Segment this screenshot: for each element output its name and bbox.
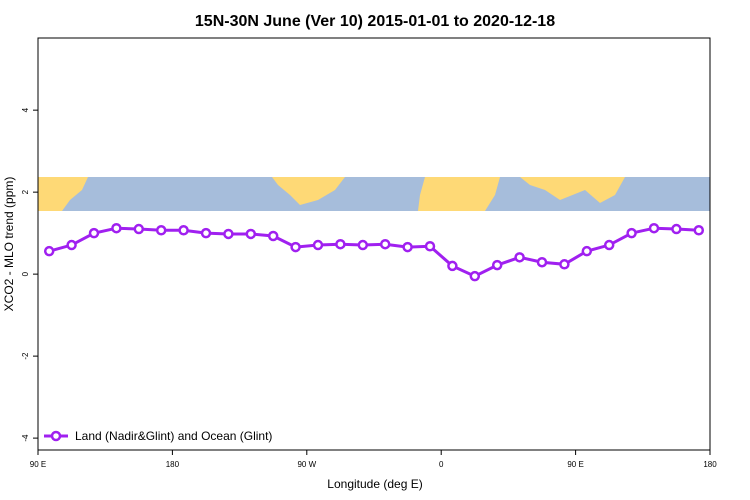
point — [469, 270, 481, 282]
map-band — [38, 177, 710, 211]
x-tick-label: 180 — [703, 460, 717, 469]
point — [402, 241, 413, 253]
point — [648, 222, 660, 234]
x-tick-label: 0 — [439, 460, 444, 469]
y-axis-label: XCO2 - MLO trend (ppm) — [2, 177, 16, 312]
point — [200, 227, 212, 239]
point — [111, 222, 122, 234]
point — [514, 252, 525, 263]
point — [88, 227, 100, 239]
point — [66, 239, 77, 251]
point — [447, 260, 458, 272]
x-tick-label: 90 E — [30, 460, 46, 469]
point — [312, 239, 324, 251]
point — [559, 259, 570, 270]
point — [581, 245, 593, 257]
plot-frame — [37, 37, 711, 451]
point — [290, 241, 301, 253]
chart-title: 15N-30N June (Ver 10) 2015-01-01 to 2020… — [195, 13, 555, 30]
point — [178, 225, 189, 236]
point — [43, 245, 55, 257]
y-tick-label: -4 — [21, 434, 30, 442]
y-tick-label: 2 — [21, 189, 30, 194]
point — [424, 241, 436, 252]
y-tick-label: 0 — [21, 271, 30, 276]
legend-label: Land (Nadir&Glint) and Ocean (Glint) — [75, 429, 272, 443]
point — [536, 256, 548, 268]
point — [267, 230, 279, 242]
series-line — [48, 226, 699, 278]
point — [223, 228, 234, 240]
y-tick-label: -2 — [21, 352, 30, 360]
point — [245, 228, 257, 240]
point — [357, 239, 369, 251]
x-tick-label: 90 W — [297, 460, 316, 469]
point — [693, 225, 705, 236]
point — [603, 239, 615, 251]
legend-marker — [50, 430, 62, 442]
x-tick-label: 90 E — [567, 460, 583, 469]
point — [155, 225, 167, 236]
point — [133, 223, 145, 235]
point — [671, 223, 682, 235]
point — [626, 227, 637, 239]
point — [491, 259, 503, 271]
point — [379, 238, 391, 250]
x-tick-label: 180 — [166, 460, 180, 469]
point — [335, 238, 346, 250]
x-axis-label: Longitude (deg E) — [327, 477, 422, 491]
y-tick-label: 4 — [21, 107, 30, 112]
